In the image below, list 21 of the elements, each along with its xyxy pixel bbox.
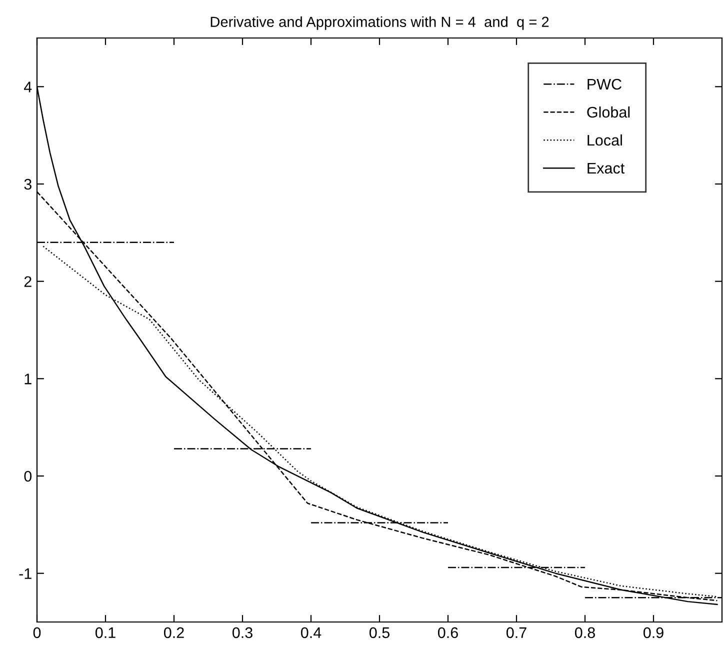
x-tick-label: 0.2 — [164, 627, 184, 638]
y-tick-label: 2 — [24, 276, 32, 287]
x-tick-label: 0.4 — [300, 627, 322, 638]
x-tick-label: 0.8 — [574, 627, 595, 638]
y-tick-label: 4 — [24, 82, 32, 92]
x-tick-label: 0.1 — [95, 627, 116, 638]
x-tick-label: 0.3 — [232, 627, 252, 638]
x-tick-label: 0.5 — [369, 627, 390, 638]
legend-label: PWC — [588, 78, 622, 90]
legend-label: Local — [588, 134, 622, 146]
x-tick-label: 0.7 — [506, 627, 526, 638]
legend-label: Global — [587, 106, 630, 118]
y-tick-label: 0 — [24, 470, 32, 482]
x-tick-label: 0.6 — [438, 627, 458, 638]
y-tick-label: 3 — [24, 178, 32, 190]
y-tick-label: -1 — [19, 568, 32, 579]
chart-title: Derivative and Approximations with N = 4 and q = 2 — [210, 16, 549, 30]
y-tick-label: 1 — [24, 374, 32, 384]
x-tick-label: 0 — [33, 627, 41, 638]
x-tick-label: 0.9 — [643, 627, 664, 638]
legend-label: Exact — [588, 162, 625, 174]
